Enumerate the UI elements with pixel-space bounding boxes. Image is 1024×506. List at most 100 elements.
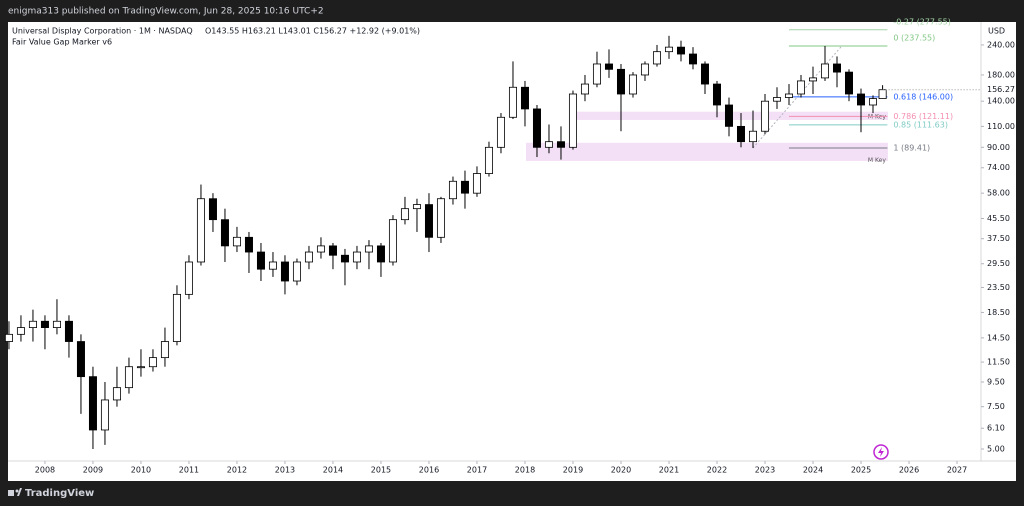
y-tick-label: 180.00 (987, 70, 1015, 79)
candle-body (616, 68, 625, 95)
chart-title: Universal Display Corporation · 1M · NAS… (12, 27, 193, 36)
candle-body (316, 245, 325, 253)
candle-body (628, 74, 637, 95)
candle-body (172, 293, 181, 342)
x-tick-label: 2016 (419, 466, 439, 475)
alert-icon[interactable] (873, 444, 889, 460)
alert-icon-bolt (878, 447, 884, 457)
logo-part (17, 488, 22, 496)
x-tick-label: 2008 (35, 466, 55, 475)
candle-body (220, 219, 229, 247)
candle-body (760, 100, 769, 132)
candle-body (4, 333, 13, 342)
candle-body (796, 80, 805, 95)
y-tick-label: 240.00 (987, 40, 1015, 49)
ohlc-readout: O143.55 H163.21 L143.01 C156.27 +12.92 (… (205, 27, 420, 36)
candle-body (712, 83, 721, 106)
x-tick-label: 2017 (467, 466, 487, 475)
candle-body (544, 141, 553, 148)
candle-body (136, 366, 145, 369)
candle-body (424, 204, 433, 238)
candle-body (400, 208, 409, 221)
x-tick-label: 2024 (803, 466, 823, 475)
candle-body (688, 53, 697, 65)
fib-label: 0.618 (146.00) (893, 92, 953, 101)
y-tick-label: 90.00 (987, 143, 1010, 152)
y-tick-label: 7.50 (987, 402, 1005, 411)
candle-body (832, 63, 841, 73)
y-tick-label: 37.50 (987, 234, 1010, 243)
y-tick-label: 6.10 (987, 424, 1005, 433)
x-tick-label: 2013 (275, 466, 295, 475)
candle-body (676, 46, 685, 55)
y-tick-label: 140.00 (987, 97, 1015, 106)
x-tick-label: 2014 (323, 466, 343, 475)
candle-body (556, 141, 565, 148)
candle-body (328, 245, 337, 256)
candle-body (160, 341, 169, 359)
candle-body (664, 46, 673, 53)
y-tick-label: 74.00 (987, 163, 1010, 172)
y-tick-label: 58.00 (987, 189, 1010, 198)
x-tick-label: 2019 (563, 466, 583, 475)
candle-body (496, 116, 505, 148)
x-tick-label: 2012 (227, 466, 247, 475)
x-tick-label: 2026 (899, 466, 919, 475)
candle-body (448, 180, 457, 200)
y-tick-label: 11.50 (987, 358, 1010, 367)
fib-label: 0.85 (111.63) (893, 120, 948, 129)
y-tick-label: 18.50 (987, 308, 1010, 317)
candle-body (878, 89, 887, 99)
last-price-tag (982, 83, 1015, 96)
indicator-name: Fair Value Gap Marker v6 (12, 38, 112, 47)
x-tick-label: 2009 (83, 466, 103, 475)
candle-body (352, 251, 361, 263)
logo-part (8, 490, 14, 496)
y-tick-label: 29.50 (987, 259, 1010, 268)
candle-body (748, 130, 757, 143)
candle-body (232, 236, 241, 247)
y-tick-label: 14.50 (987, 333, 1010, 342)
candle-body (40, 320, 49, 328)
fib-label: 1 (89.41) (893, 144, 930, 153)
candle-body (640, 63, 649, 76)
brand-logo (8, 488, 22, 496)
candle-body (388, 219, 397, 263)
brand-name: TradingView (25, 488, 94, 499)
candle-body (592, 63, 601, 85)
candle-body (364, 245, 373, 253)
candle-body (76, 341, 85, 378)
candle-body (268, 261, 277, 270)
candle-body (856, 93, 865, 106)
candle-body (148, 357, 157, 368)
y-tick-label: 110.00 (987, 122, 1015, 131)
candle-body (208, 198, 217, 221)
candle-body (724, 104, 733, 127)
fib-label: 0 (237.55) (893, 34, 935, 43)
candle-body (772, 97, 781, 102)
candle-body (736, 125, 745, 143)
y-tick-label: 23.50 (987, 283, 1010, 292)
candle-body (280, 261, 289, 282)
zone-label: M Key (868, 113, 886, 120)
candle-body (808, 77, 817, 82)
y-tick-label: 5.00 (987, 445, 1005, 454)
candle-body (460, 180, 469, 194)
candle-body (868, 98, 877, 106)
fib-trend-line (752, 45, 843, 149)
candle-body (484, 146, 493, 174)
candle-body (184, 261, 193, 295)
zone-label: M Key (868, 157, 886, 164)
candle-body (784, 93, 793, 98)
publisher-note: enigma313 published on TradingView.com, … (8, 7, 324, 17)
x-tick-label: 2021 (659, 466, 679, 475)
x-tick-label: 2027 (947, 466, 967, 475)
x-tick-label: 2018 (515, 466, 535, 475)
x-tick-label: 2023 (755, 466, 775, 475)
candle-body (196, 198, 205, 263)
candle-body (292, 261, 301, 282)
candle-body (652, 51, 661, 65)
x-tick-label: 2020 (611, 466, 631, 475)
candle-body (532, 108, 541, 148)
